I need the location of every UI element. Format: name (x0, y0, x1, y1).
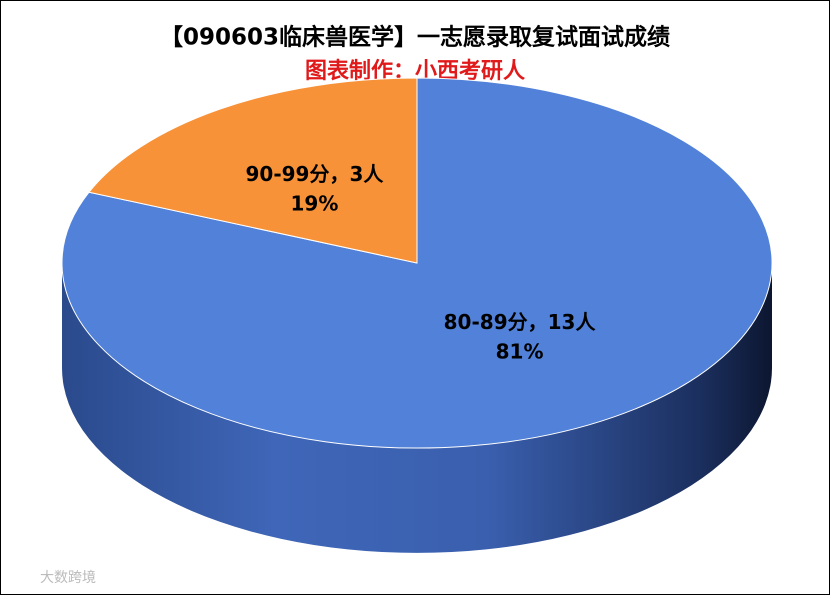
percent-label: 81% (496, 339, 544, 363)
chart-title: 【090603临床兽医学】一志愿录取复试面试成绩 (160, 24, 670, 51)
label-separator: ， (329, 162, 349, 186)
data-label: 80-89分，13人 (444, 309, 597, 333)
slice-side (62, 263, 772, 553)
value-label: 3人 (349, 162, 384, 186)
watermark: 大数跨境 (40, 570, 96, 586)
pie-slice (61, 77, 773, 449)
data-label: 90-99分，3人 (245, 162, 384, 186)
label-separator: ， (528, 309, 548, 333)
category-label: 80-89分 (444, 309, 528, 333)
category-label: 90-99分 (245, 162, 329, 186)
value-label: 13人 (548, 309, 597, 333)
pie-slice (88, 77, 418, 264)
percent-label: 19% (291, 192, 339, 216)
